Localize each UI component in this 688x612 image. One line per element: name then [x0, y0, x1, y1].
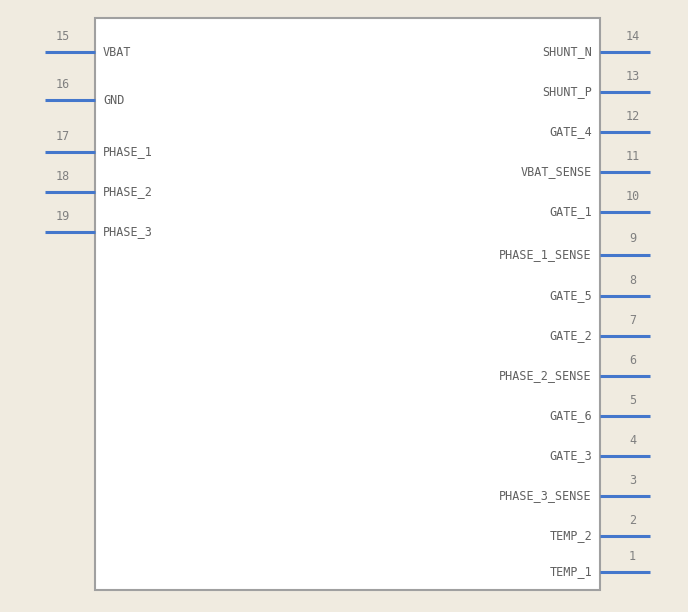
- Text: 1: 1: [629, 550, 636, 562]
- Text: GATE_6: GATE_6: [549, 409, 592, 422]
- Text: 2: 2: [629, 513, 636, 526]
- Text: PHASE_3: PHASE_3: [103, 225, 153, 239]
- Text: GATE_2: GATE_2: [549, 329, 592, 343]
- Text: PHASE_1: PHASE_1: [103, 146, 153, 159]
- Text: 19: 19: [55, 209, 69, 223]
- Text: GATE_4: GATE_4: [549, 125, 592, 138]
- Text: 16: 16: [55, 78, 69, 91]
- Text: PHASE_3_SENSE: PHASE_3_SENSE: [499, 490, 592, 502]
- Text: 18: 18: [55, 170, 69, 182]
- Text: GATE_5: GATE_5: [549, 289, 592, 302]
- Text: TEMP_1: TEMP_1: [549, 565, 592, 578]
- Text: 14: 14: [625, 29, 640, 42]
- Text: PHASE_2_SENSE: PHASE_2_SENSE: [499, 370, 592, 382]
- Text: GATE_1: GATE_1: [549, 206, 592, 218]
- Text: 5: 5: [629, 394, 636, 406]
- Text: 6: 6: [629, 354, 636, 367]
- Text: 9: 9: [629, 233, 636, 245]
- Text: 8: 8: [629, 274, 636, 286]
- Text: VBAT: VBAT: [103, 45, 131, 59]
- Text: 3: 3: [629, 474, 636, 487]
- Text: GND: GND: [103, 94, 125, 106]
- Text: 11: 11: [625, 149, 640, 163]
- Text: PHASE_1_SENSE: PHASE_1_SENSE: [499, 248, 592, 261]
- Text: 15: 15: [55, 29, 69, 42]
- Text: 4: 4: [629, 433, 636, 447]
- Text: 10: 10: [625, 190, 640, 203]
- Text: TEMP_2: TEMP_2: [549, 529, 592, 542]
- Text: 17: 17: [55, 130, 69, 143]
- Text: PHASE_2: PHASE_2: [103, 185, 153, 198]
- Text: 13: 13: [625, 70, 640, 83]
- Text: SHUNT_P: SHUNT_P: [542, 86, 592, 99]
- Bar: [95, 18, 600, 590]
- Text: VBAT_SENSE: VBAT_SENSE: [521, 165, 592, 179]
- Text: 7: 7: [629, 313, 636, 326]
- Text: 12: 12: [625, 110, 640, 122]
- Text: GATE_3: GATE_3: [549, 449, 592, 463]
- Text: SHUNT_N: SHUNT_N: [542, 45, 592, 59]
